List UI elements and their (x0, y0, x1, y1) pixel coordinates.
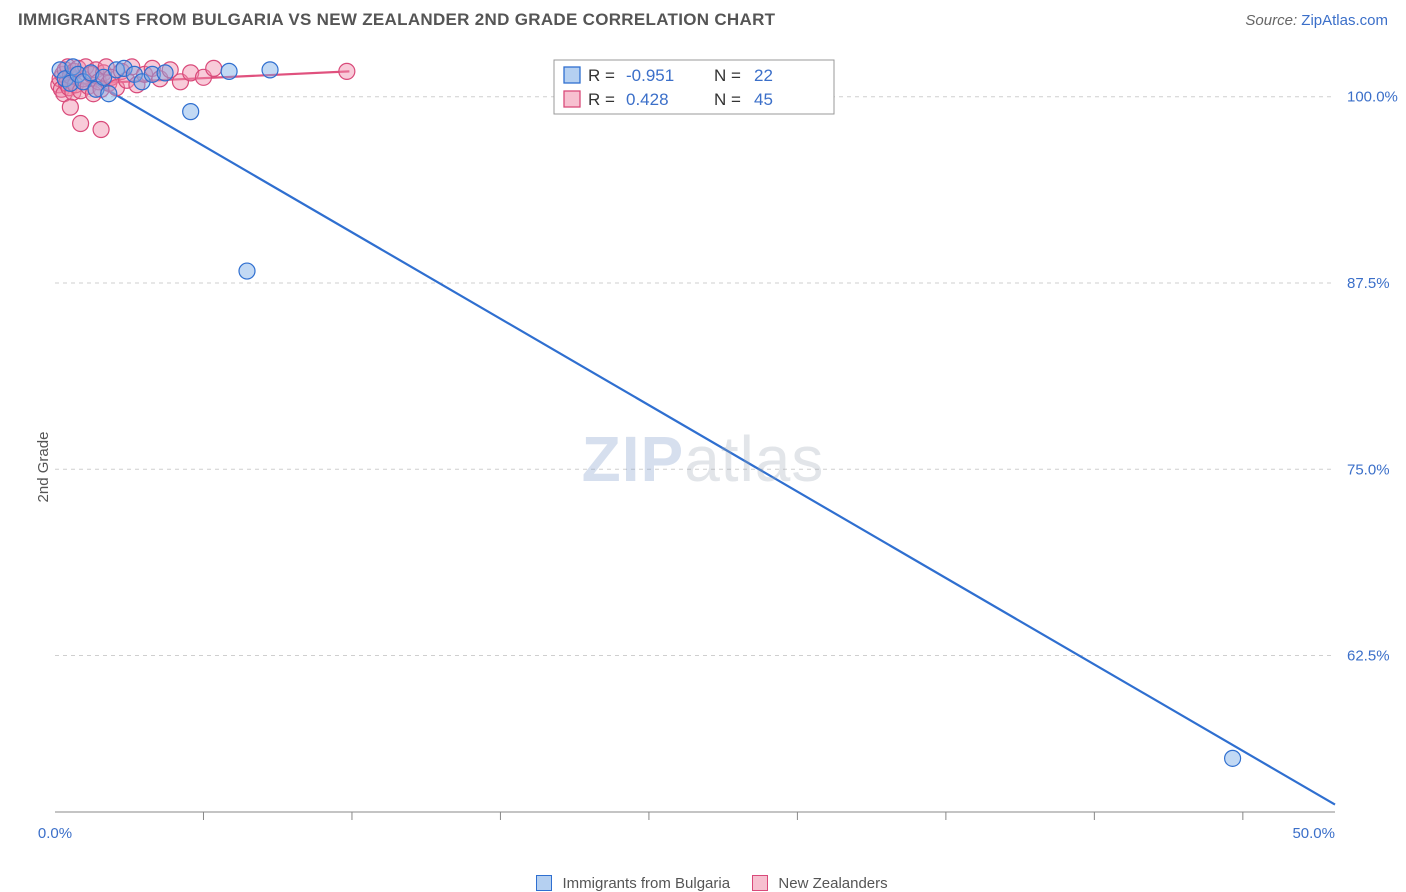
svg-text:-0.951: -0.951 (626, 66, 674, 85)
y-axis-label: 2nd Grade (35, 432, 52, 503)
svg-text:50.0%: 50.0% (1292, 825, 1335, 842)
legend-swatch-blue (536, 875, 552, 891)
correlation-chart: 62.5% 75.0% 87.5% 100.0% 0.0% 50.0% R = -0.951 N… (0, 42, 1406, 862)
legend-swatch-pink (752, 875, 768, 891)
legend-label-pink: New Zealanders (778, 875, 887, 892)
svg-text:100.0%: 100.0% (1347, 89, 1398, 106)
svg-text:62.5%: 62.5% (1347, 648, 1390, 665)
svg-text:R =: R = (588, 66, 615, 85)
chart-title: IMMIGRANTS FROM BULGARIA VS NEW ZEALANDE… (18, 10, 775, 30)
source-label: Source: ZipAtlas.com (1245, 12, 1388, 29)
svg-text:87.5%: 87.5% (1347, 275, 1390, 292)
svg-text:22: 22 (754, 66, 773, 85)
svg-text:N =: N = (714, 90, 741, 109)
svg-text:0.428: 0.428 (626, 90, 669, 109)
source-prefix: Source: (1245, 12, 1301, 29)
svg-text:75.0%: 75.0% (1347, 461, 1390, 478)
source-link[interactable]: ZipAtlas.com (1301, 12, 1388, 29)
bottom-legend: Immigrants from Bulgaria New Zealanders (0, 875, 1406, 892)
svg-text:R =: R = (588, 90, 615, 109)
svg-text:N =: N = (714, 66, 741, 85)
svg-text:45: 45 (754, 90, 773, 109)
svg-text:0.0%: 0.0% (38, 825, 72, 842)
legend-label-blue: Immigrants from Bulgaria (563, 875, 731, 892)
